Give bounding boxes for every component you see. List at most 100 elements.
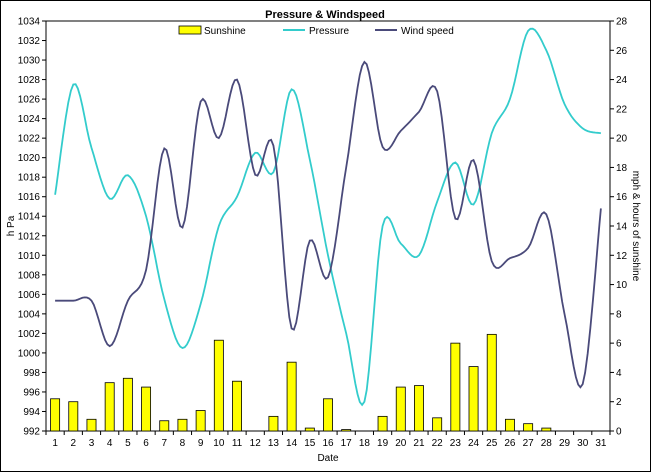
left-tick-label: 1020 — [18, 153, 41, 164]
legend: Sunshine Pressure Wind speed — [178, 25, 454, 37]
x-tick-label: 16 — [322, 438, 334, 449]
x-tick-label: 17 — [341, 438, 353, 449]
left-tick-label: 1012 — [18, 231, 41, 242]
sunshine-bar — [268, 415, 279, 432]
left-tick-label: 1008 — [18, 270, 41, 281]
x-tick-label: 1 — [52, 438, 58, 449]
sunshine-bar — [232, 380, 242, 432]
x-tick-label: 6 — [143, 438, 149, 449]
sunshine-bar — [468, 366, 479, 432]
x-tick-label: 21 — [413, 438, 425, 449]
left-tick-label: 1022 — [18, 134, 41, 145]
x-axis-ticks: 1 2 3 4 5 6 7 8 9 10 11 12 13 14 15 16 17 18 19 20 21 22 23 24 2… — [45, 431, 611, 449]
left-tick-label: 998 — [23, 368, 40, 379]
left-tick-label: 1026 — [18, 95, 41, 106]
pressure-line — [54, 27, 602, 407]
left-tick-label: 1028 — [18, 75, 41, 86]
sunshine-bar — [86, 418, 97, 432]
right-tick-label: 18 — [616, 163, 628, 174]
right-tick-label: 26 — [616, 46, 628, 57]
right-tick-label: 14 — [616, 222, 628, 233]
x-tick-label: 22 — [432, 438, 444, 449]
sunshine-bar — [159, 420, 170, 432]
left-tick-label: 1006 — [18, 290, 41, 301]
x-tick-label: 10 — [213, 438, 225, 449]
x-tick-label: 20 — [395, 438, 407, 449]
sunshine-bars — [50, 333, 552, 432]
sunshine-bar — [195, 410, 206, 432]
sunshine-bar — [504, 418, 515, 432]
sunshine-bar — [414, 385, 424, 432]
sunshine-bar — [341, 429, 352, 432]
x-tick-label: 3 — [89, 438, 95, 449]
legend-label-pressure: Pressure — [309, 26, 349, 37]
right-tick-label: 12 — [616, 251, 628, 262]
x-tick-label: 26 — [504, 438, 516, 449]
x-tick-label: 4 — [107, 438, 113, 449]
x-tick-label: 14 — [286, 438, 298, 449]
right-tick-label: 20 — [616, 134, 628, 145]
right-tick-label: 6 — [616, 339, 622, 350]
x-tick-label: 12 — [250, 438, 262, 449]
wind-speed-line — [55, 60, 602, 389]
sunshine-bar — [104, 382, 115, 432]
right-tick-label: 0 — [616, 427, 622, 438]
right-tick-label: 22 — [616, 104, 628, 115]
x-tick-label: 30 — [577, 438, 589, 449]
left-tick-label: 1010 — [18, 251, 41, 262]
right-tick-label: 8 — [616, 309, 622, 320]
x-tick-label: 18 — [359, 438, 371, 449]
sunshine-bar — [304, 427, 315, 432]
legend-label-sunshine: Sunshine — [204, 26, 246, 37]
x-tick-label: 25 — [486, 438, 498, 449]
sunshine-bar — [286, 361, 297, 432]
sunshine-bar — [50, 398, 61, 432]
sunshine-bar — [323, 398, 333, 432]
sunshine-bar — [486, 333, 497, 432]
y-axis-label-right: mph & hours of sunshine — [630, 171, 641, 282]
left-tick-label: 1002 — [18, 329, 41, 340]
x-tick-label: 5 — [125, 438, 131, 449]
sunshine-bar — [432, 417, 443, 432]
right-tick-label: 2 — [616, 397, 622, 408]
x-tick-label: 13 — [268, 438, 280, 449]
left-tick-label: 994 — [23, 407, 40, 418]
x-axis-label: Date — [317, 453, 339, 464]
x-tick-label: 27 — [523, 438, 535, 449]
sunshine-bar — [122, 377, 133, 432]
plot-area — [45, 20, 611, 432]
sunshine-bar — [141, 386, 152, 432]
x-tick-label: 11 — [232, 438, 243, 449]
left-tick-label: 1000 — [18, 348, 41, 359]
legend-swatch-sunshine — [178, 25, 202, 35]
left-tick-label: 1004 — [18, 309, 41, 320]
left-tick-label: 1032 — [18, 36, 41, 47]
left-tick-label: 1030 — [18, 56, 41, 67]
right-tick-label: 4 — [616, 368, 622, 379]
sunshine-bar — [450, 342, 461, 432]
right-tick-label: 16 — [616, 192, 628, 203]
x-tick-label: 9 — [198, 438, 204, 449]
x-tick-label: 28 — [541, 438, 553, 449]
x-tick-label: 7 — [161, 438, 167, 449]
left-tick-label: 992 — [23, 427, 40, 438]
x-tick-label: 23 — [450, 438, 462, 449]
y-axis-label-left: h Pa — [6, 215, 17, 236]
right-tick-label: 10 — [616, 280, 628, 291]
sunshine-bar — [377, 415, 388, 432]
left-tick-label: 1024 — [18, 114, 41, 125]
x-tick-label: 24 — [468, 438, 480, 449]
sunshine-bar — [523, 423, 534, 432]
x-tick-label: 29 — [559, 438, 571, 449]
sunshine-bar — [68, 401, 79, 432]
x-tick-label: 31 — [595, 438, 607, 449]
sunshine-bar — [177, 418, 188, 432]
x-tick-label: 2 — [71, 438, 77, 449]
left-tick-label: 1034 — [18, 17, 41, 28]
right-tick-label: 24 — [616, 75, 628, 86]
left-tick-label: 996 — [23, 387, 40, 398]
sunshine-bar — [213, 339, 224, 432]
left-axis-ticks: 992 994 996 998 1000 1002 1004 1006 1008 1010 1012… — [18, 17, 46, 438]
